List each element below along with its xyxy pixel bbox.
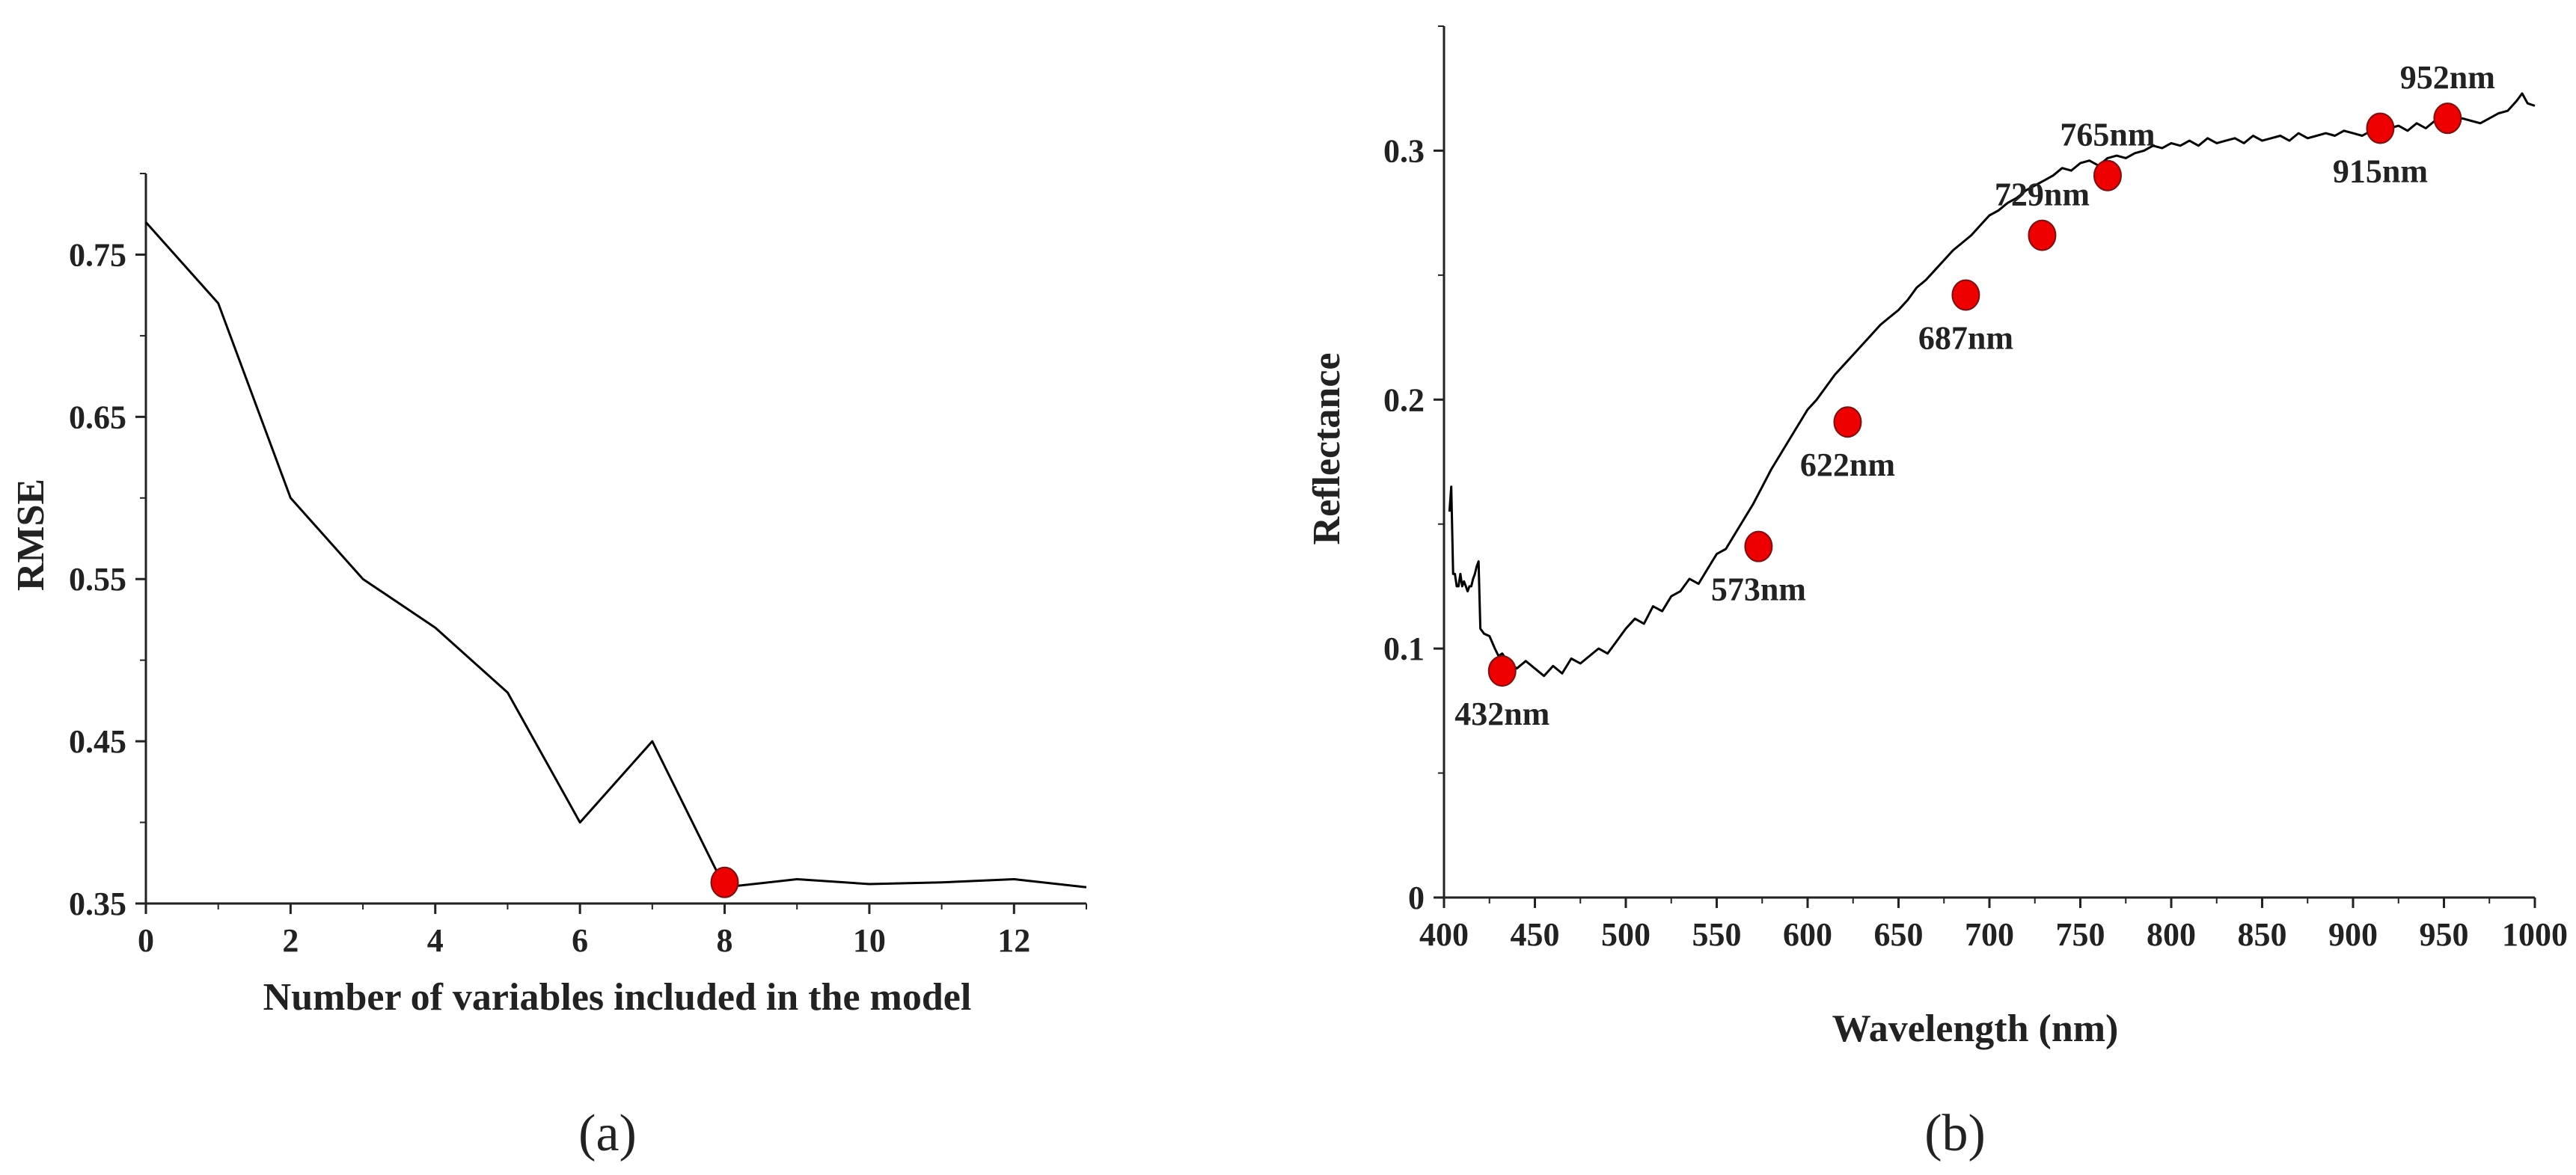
panel-b-ticks: 0 0.1 0.2 0.3 400 450 500 550 600 650 700 750 800 850… (1383, 25, 2568, 953)
panel-b-x-tick-label: 1000 (2502, 916, 2568, 953)
panel-a-rmse-chart: 0.35 0.45 0.55 0.65 0.75 0 2 4 6 8 10 12 Number of … (10, 173, 1087, 1162)
panel-b-highlight-marker (1744, 530, 1773, 562)
panel-b-marker-label: 765nm (2060, 117, 2155, 153)
panel-b-reflectance-chart: 0 0.1 0.2 0.3 400 450 500 550 600 650 700 750 800 850… (1306, 25, 2568, 1162)
panel-a-x-tick-label: 0 (138, 922, 154, 959)
panel-b-x-tick-label: 500 (1601, 916, 1650, 953)
panel-b-x-tick-label: 400 (1419, 916, 1469, 953)
panel-b-x-tick-label: 450 (1511, 916, 1560, 953)
panel-b-marker-label: 915nm (2333, 153, 2428, 189)
panel-b-x-tick-label: 650 (1874, 916, 1924, 953)
panel-b-highlight-marker (1951, 279, 1980, 311)
panel-a-y-tick-label: 0.45 (69, 723, 126, 760)
panel-b-y-tick-label: 0.2 (1383, 381, 1425, 418)
panel-a-label: (a) (578, 1105, 637, 1162)
panel-a-y-tick-label: 0.65 (69, 399, 126, 435)
panel-a-x-tick-label: 8 (717, 922, 733, 959)
panel-b-y-tick-label: 0.1 (1383, 631, 1425, 667)
panel-b-y-axis-title: Reflectance (1306, 353, 1348, 545)
panel-a-y-tick-label: 0.75 (69, 236, 126, 273)
panel-a-x-tick-label: 12 (997, 922, 1030, 959)
panel-a-series-line (144, 221, 1087, 889)
panel-b-y-tick-label: 0 (1408, 880, 1425, 916)
panel-b-highlight-marker (2366, 112, 2395, 144)
panel-b-highlight-marker (2093, 159, 2122, 191)
panel-b-marker-label: 432nm (1454, 696, 1549, 732)
panel-b-x-tick-label: 950 (2420, 916, 2469, 953)
panel-a-y-tick-label: 0.35 (69, 886, 126, 922)
panel-b-markers: 432nm 573nm 622nm 687nm 729nm 765nm 915nm 952nm (1454, 59, 2495, 732)
panel-b-marker-label: 622nm (1800, 447, 1895, 483)
panel-b-marker-label: 952nm (2400, 59, 2495, 96)
panel-b-x-tick-label: 550 (1692, 916, 1742, 953)
panel-b-marker-label: 573nm (1711, 571, 1806, 608)
panel-b-highlight-marker (2028, 219, 2057, 251)
panel-a-x-tick-label: 4 (427, 922, 444, 959)
panel-b-y-tick-label: 0.3 (1383, 132, 1425, 169)
panel-b-highlight-marker (1833, 406, 1862, 438)
panel-a-y-tick-label: 0.55 (69, 561, 126, 598)
panel-b-x-tick-label: 900 (2328, 916, 2378, 953)
panel-a-x-tick-label: 2 (282, 922, 299, 959)
panel-b-x-tick-label: 700 (1965, 916, 2014, 953)
panel-a-x-axis-title: Number of variables included in the mode… (263, 976, 972, 1019)
panel-a-series (144, 221, 1087, 889)
panel-a-highlight-marker (710, 866, 739, 898)
panel-a-axes (144, 174, 1086, 905)
panel-b-x-tick-label: 800 (2147, 916, 2196, 953)
panel-a-markers (710, 866, 739, 898)
panel-b-highlight-marker (2433, 102, 2462, 135)
panel-a-ticks: 0.35 0.45 0.55 0.65 0.75 0 2 4 6 8 10 12 (69, 173, 1087, 959)
panel-a-x-tick-label: 10 (853, 922, 886, 959)
panel-b-x-tick-label: 850 (2238, 916, 2287, 953)
panel-b-label: (b) (1924, 1105, 1986, 1162)
panel-a-x-tick-label: 6 (572, 922, 588, 959)
panel-b-x-axis-title: Wavelength (nm) (1832, 1007, 2119, 1050)
panel-b-marker-label: 729nm (1995, 177, 2090, 213)
panel-a-y-axis-title: RMSE (10, 479, 52, 591)
panel-b-x-tick-label: 600 (1783, 916, 1832, 953)
panel-b-marker-label: 687nm (1918, 319, 2013, 356)
panel-b-x-tick-label: 750 (2056, 916, 2105, 953)
panel-b-highlight-marker (1487, 655, 1517, 687)
